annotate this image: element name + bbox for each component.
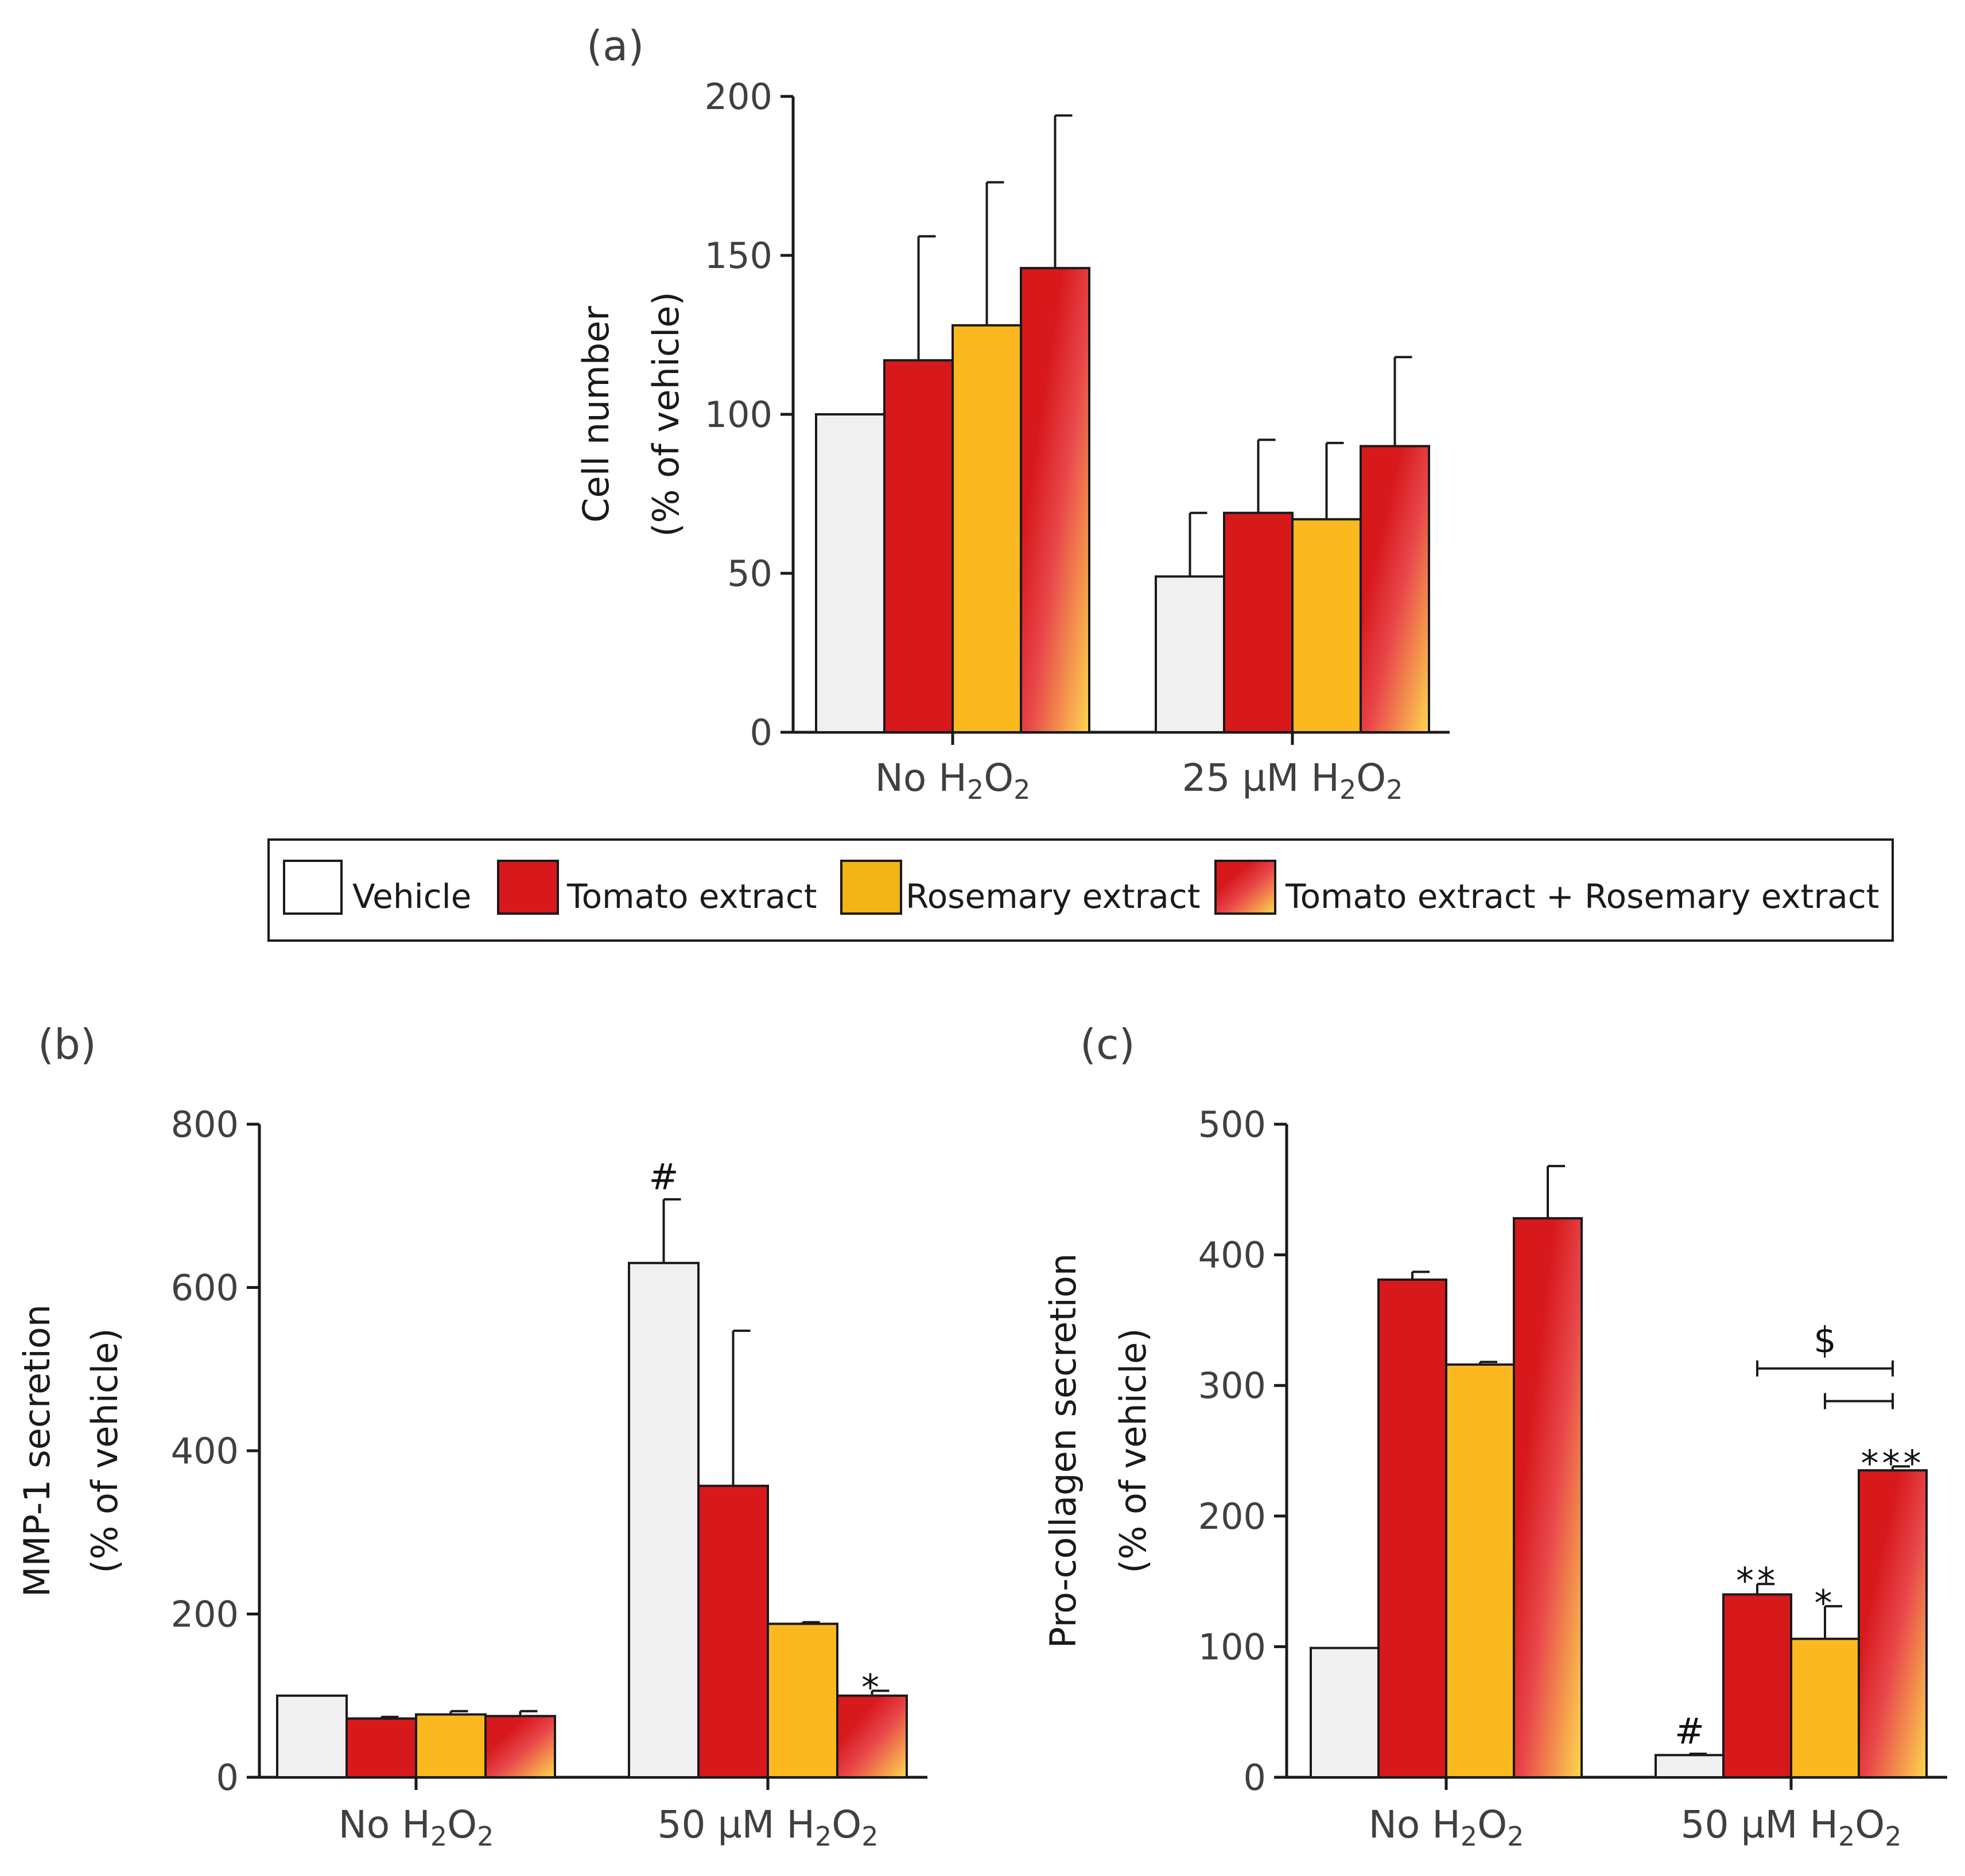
y-tick-label: 600 [171, 1267, 239, 1309]
bar-combination [1360, 445, 1430, 734]
bar-tomato [1722, 1593, 1792, 1779]
x-category-label: 25 µM H2O2 [1182, 756, 1403, 805]
x-category-label: No H2O2 [1369, 1803, 1524, 1852]
bar-vehicle [1155, 575, 1225, 733]
chart-panel-b: (b) 0 200 400 600 800 MMP-1 secretion (% of veh… [16, 1020, 927, 1852]
legend-swatch-rosemary [840, 860, 902, 915]
bar-rosemary [1790, 1637, 1860, 1778]
legend-swatch-combination [1214, 860, 1276, 915]
y-axis-label-unit: (% of vehicle) [1112, 1328, 1154, 1573]
bar-tomato [1223, 511, 1294, 733]
bar-rosemary [952, 324, 1022, 733]
legend: Vehicle Tomato extract Rosemary extract … [267, 838, 1894, 942]
bar-vehicle [1655, 1754, 1725, 1779]
y-axis-label-unit: (% of vehicle) [645, 292, 687, 537]
y-axis-label: Pro-collagen secretion [1042, 1253, 1084, 1648]
bar-tomato [1377, 1278, 1447, 1778]
legend-swatch-tomato [497, 860, 559, 915]
y-tick-label: 800 [171, 1104, 239, 1145]
significance-marker: # [1675, 1710, 1704, 1752]
bar-vehicle [815, 413, 886, 733]
x-category-label: No H2O2 [339, 1803, 494, 1852]
bar-combination [1858, 1469, 1928, 1778]
y-tick-label: 400 [171, 1430, 239, 1472]
panel-label: (b) [38, 1020, 96, 1069]
y-tick-label: 150 [705, 235, 772, 277]
y-tick-label: 0 [216, 1757, 239, 1799]
y-tick-label: 200 [1198, 1496, 1266, 1537]
bar-tomato [883, 359, 954, 733]
bar-combination [1020, 267, 1090, 734]
bar-rosemary [415, 1713, 487, 1779]
chart-panel-c: (c) 0 100 200 300 400 500 Pro-collagen secretio… [1042, 1020, 1947, 1852]
y-axis-label: Cell number [575, 306, 617, 523]
bar-rosemary [767, 1622, 838, 1779]
y-tick-label: 0 [1244, 1757, 1266, 1799]
bar-rosemary [1445, 1363, 1515, 1778]
y-tick-label: 0 [750, 712, 772, 753]
significance-marker: *** [1861, 1442, 1925, 1484]
y-tick-label: 300 [1198, 1365, 1266, 1407]
y-tick-label: 100 [705, 394, 772, 436]
y-axis-label: MMP-1 secretion [16, 1304, 58, 1597]
legend-label-tomato: Tomato extract [566, 877, 817, 916]
panel-label: (c) [1080, 1020, 1135, 1069]
significance-marker: ** [1736, 1560, 1778, 1602]
x-category-label: 50 µM H2O2 [657, 1803, 878, 1852]
legend-label-combination: Tomato extract + Rosemary extract [1285, 877, 1879, 916]
y-tick-label: 50 [727, 553, 772, 595]
legend-swatch-vehicle [283, 860, 343, 915]
y-tick-label: 100 [1198, 1626, 1266, 1668]
legend-label-vehicle: Vehicle [352, 877, 471, 916]
bar-vehicle [628, 1261, 700, 1778]
bar-combination [1513, 1217, 1583, 1779]
bracket-label: $ [1813, 1319, 1836, 1361]
y-axis-label-unit: (% of vehicle) [84, 1328, 126, 1573]
significance-marker: # [649, 1156, 679, 1198]
x-category-label: No H2O2 [875, 756, 1031, 805]
legend-label-rosemary: Rosemary extract [906, 877, 1200, 916]
bar-tomato [345, 1717, 417, 1779]
x-category-label: 50 µM H2O2 [1680, 1803, 1901, 1852]
y-tick-label: 400 [1198, 1234, 1266, 1276]
significance-marker: * [861, 1667, 883, 1708]
y-tick-label: 500 [1198, 1104, 1266, 1145]
y-tick-label: 200 [705, 76, 772, 118]
bar-combination [484, 1715, 556, 1778]
significance-marker: * [1815, 1582, 1836, 1624]
chart-panel-a: (a) 0 50 100 150 200 Cell number (% of vehicle)… [575, 22, 1450, 805]
y-tick-label: 200 [171, 1594, 239, 1636]
panel-label: (a) [587, 22, 644, 70]
bar-tomato [697, 1485, 769, 1778]
bar-vehicle [1310, 1646, 1380, 1779]
bar-vehicle [276, 1694, 348, 1778]
bar-rosemary [1291, 518, 1362, 733]
